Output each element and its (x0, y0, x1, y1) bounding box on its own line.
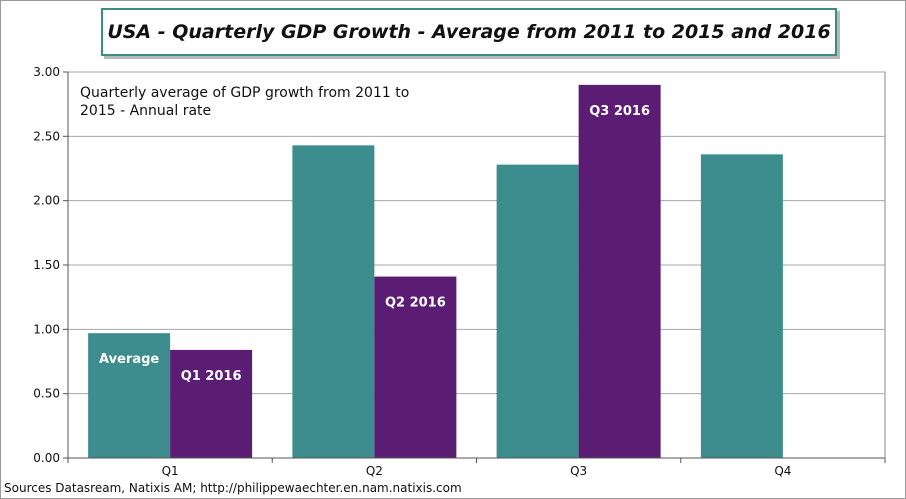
y-tick-label: 2.50 (33, 129, 60, 143)
chart-title-box: USA - Quarterly GDP Growth - Average fro… (101, 8, 837, 56)
source-note: Sources Datasream, Natixis AM; http://ph… (4, 481, 462, 495)
axes: 0.00 0.50 1.00 1.50 2.00 2.50 3.00 Q1 Q2 Q3 Q4 (33, 65, 886, 478)
bar-data-label: Q2 2016 (385, 296, 446, 311)
bar (170, 349, 253, 458)
bar (496, 164, 579, 458)
bar (700, 154, 783, 458)
chart-title: USA - Quarterly GDP Growth - Average fro… (107, 21, 831, 43)
y-tick-label: 2.00 (33, 194, 60, 208)
y-tick-label: 3.00 (33, 65, 60, 79)
bar-data-label: Q3 2016 (589, 104, 650, 119)
y-tick-label: 1.00 (33, 322, 60, 336)
x-tick-label: Q4 (774, 464, 791, 478)
annotation-line-2: 2015 - Annual rate (80, 103, 211, 119)
bar-data-label: Average (99, 352, 159, 367)
x-tick-label: Q3 (570, 464, 587, 478)
bar-labels: Average Q1 2016 Q2 2016 Q3 2016 (99, 104, 650, 384)
bar (88, 333, 171, 458)
y-tick-label: 1.50 (33, 258, 60, 272)
bar (578, 84, 661, 458)
bars (88, 84, 783, 458)
y-tick-label: 0.50 (33, 387, 60, 401)
bar (292, 145, 375, 458)
annotation-line-1: Quarterly average of GDP growth from 201… (80, 85, 409, 101)
y-tick-label: 0.00 (33, 451, 60, 465)
bar-data-label: Q1 2016 (181, 369, 242, 384)
x-tick-label: Q1 (162, 464, 179, 478)
bar (374, 276, 457, 458)
x-tick-label: Q2 (366, 464, 383, 478)
